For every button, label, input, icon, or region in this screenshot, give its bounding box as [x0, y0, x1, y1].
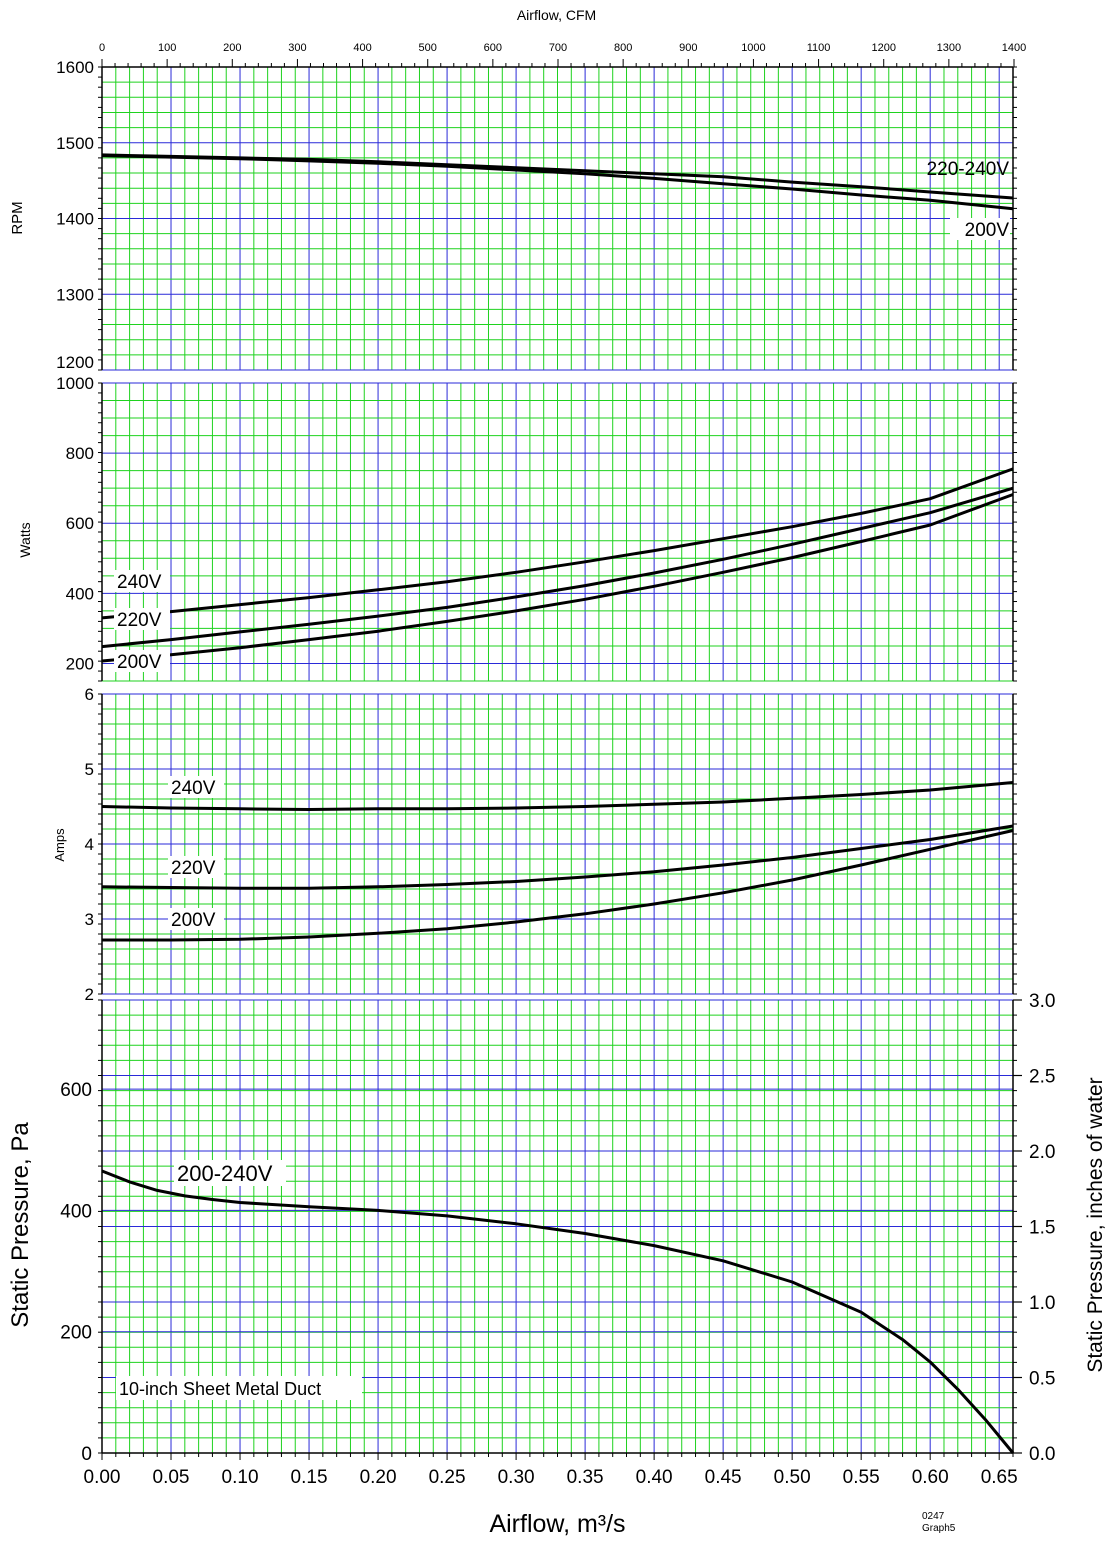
label-background [168, 776, 224, 798]
cfm-tick-label: 200 [223, 42, 241, 54]
y-tick-label: 2 [85, 985, 94, 1004]
series-label: 200-240V [177, 1161, 273, 1186]
y-axis-title: Static Pressure, Pa [7, 1122, 34, 1328]
x-tick-label: 0.05 [153, 1467, 190, 1488]
series-label: 220-240V [927, 159, 1010, 180]
y-tick-label: 1500 [56, 134, 94, 153]
y-axis-title: RPM [9, 201, 26, 234]
cfm-tick-label: 300 [288, 42, 306, 54]
cfm-tick-label: 600 [484, 42, 502, 54]
y-tick-label: 3 [85, 910, 94, 929]
series-line-240v [101, 781, 1014, 811]
y2-tick-label: 1.5 [1029, 1218, 1055, 1239]
y-tick-label: 400 [66, 584, 94, 603]
y-tick-label: 800 [66, 444, 94, 463]
label-background [116, 1376, 362, 1400]
cfm-tick-label: 1100 [807, 42, 831, 54]
x-tick-label: 0.50 [774, 1467, 811, 1488]
y2-tick-label: 2.5 [1029, 1067, 1055, 1088]
y-tick-label: 6 [85, 685, 94, 704]
cfm-tick-label: 1300 [937, 42, 961, 54]
y2-axis-title: Static Pressure, inches of water [1084, 1077, 1107, 1372]
series-line-200-240v [101, 1169, 1015, 1454]
series-label: 200V [171, 910, 216, 931]
cfm-tick-label: 100 [158, 42, 176, 54]
label-background [114, 608, 170, 630]
series-line-240v [101, 467, 1014, 620]
x-tick-label: 0.30 [498, 1467, 535, 1488]
y-tick-label: 200 [60, 1323, 92, 1344]
x-tick-label: 0.55 [843, 1467, 880, 1488]
label-background [168, 856, 224, 878]
x-tick-label: 0.10 [222, 1467, 259, 1488]
cfm-tick-label: 500 [419, 42, 437, 54]
series-label: 240V [171, 778, 216, 799]
series-line-200v [101, 493, 1014, 663]
y-tick-label: 1000 [56, 374, 94, 393]
figure-sub: Graph5 [922, 1523, 956, 1534]
cfm-tick-label: 1000 [741, 42, 765, 54]
series-line-200v [101, 154, 1014, 211]
x-tick-label: 0.20 [360, 1467, 397, 1488]
x-tick-label: 0.65 [981, 1467, 1018, 1488]
series-label: 200V [965, 220, 1010, 241]
label-background [174, 1160, 286, 1186]
y-tick-label: 600 [66, 514, 94, 533]
y-axis-title: Watts [17, 522, 33, 557]
x-tick-label: 0.00 [84, 1467, 121, 1488]
series-line-220v [101, 486, 1014, 649]
y-tick-label: 4 [85, 835, 94, 854]
y2-tick-label: 0.5 [1029, 1369, 1055, 1390]
series-line-200v [102, 829, 1014, 942]
cfm-tick-label: 400 [353, 42, 371, 54]
x-tick-label: 0.15 [291, 1467, 328, 1488]
y-tick-label: 1200 [56, 353, 94, 372]
series-label: 200V [117, 652, 162, 673]
cfm-tick-label: 0 [99, 42, 105, 54]
y2-tick-label: 3.0 [1029, 991, 1055, 1012]
y2-tick-label: 1.0 [1029, 1293, 1055, 1314]
y-tick-label: 0 [81, 1444, 92, 1465]
x-tick-label: 0.45 [705, 1467, 742, 1488]
y2-tick-label: 2.0 [1029, 1142, 1055, 1163]
y2-tick-label: 0.0 [1029, 1444, 1055, 1465]
series-label: 220V [117, 610, 162, 631]
y-tick-label: 1400 [56, 210, 94, 229]
cfm-tick-label: 700 [549, 42, 567, 54]
y-tick-label: 1600 [56, 58, 94, 77]
label-background [168, 908, 224, 930]
label-background [114, 650, 170, 672]
series-label: 220V [171, 858, 216, 879]
cfm-tick-label: 1200 [871, 42, 895, 54]
top-axis-title: Airflow, CFM [517, 7, 596, 23]
x-tick-label: 0.35 [567, 1467, 604, 1488]
y-tick-label: 400 [60, 1201, 92, 1222]
y-tick-label: 200 [66, 654, 94, 673]
figure-id: 0247 [922, 1511, 945, 1522]
cfm-tick-label: 800 [614, 42, 632, 54]
y-tick-label: 1300 [56, 285, 94, 304]
x-tick-label: 0.40 [636, 1467, 673, 1488]
x-axis-title: Airflow, m³/s [489, 1510, 625, 1538]
duct-annotation: 10-inch Sheet Metal Duct [119, 1379, 321, 1399]
series-line-220v [101, 824, 1014, 890]
series-label: 240V [117, 572, 162, 593]
y-axis-title: Amps [52, 828, 67, 862]
x-tick-label: 0.60 [912, 1467, 949, 1488]
y-tick-label: 600 [60, 1080, 92, 1101]
cfm-tick-label: 1400 [1002, 42, 1026, 54]
label-background [950, 218, 1010, 240]
label-background [114, 570, 170, 592]
cfm-tick-label: 900 [679, 42, 697, 54]
y-tick-label: 5 [85, 760, 94, 779]
x-tick-label: 0.25 [429, 1467, 466, 1488]
